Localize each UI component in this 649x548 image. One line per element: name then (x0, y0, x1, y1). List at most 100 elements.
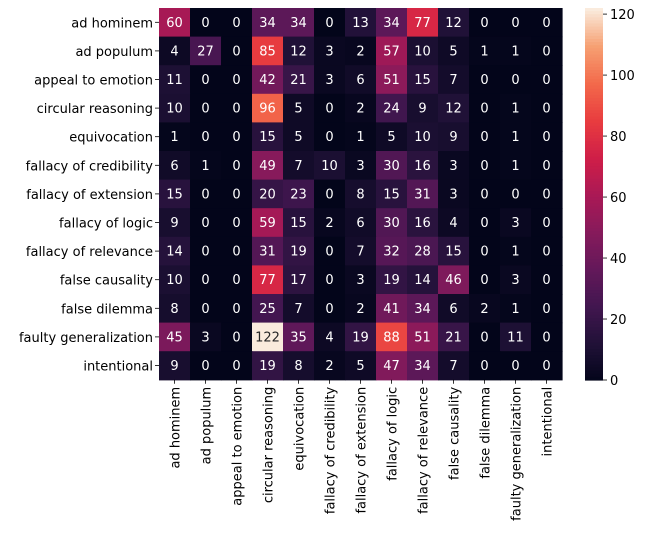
cell-value-label: 0 (232, 245, 240, 260)
heatmap-cell (407, 93, 439, 123)
colorbar-segment (585, 268, 603, 273)
cell-value-label: 57 (383, 44, 400, 59)
y-tick-label: fallacy of credibility (26, 159, 154, 174)
cell-value-label: 0 (480, 187, 488, 202)
colorbar-segment (585, 63, 603, 68)
cell-value-label: 0 (201, 16, 209, 31)
cell-value-label: 7 (294, 302, 302, 317)
heatmap-cell (345, 36, 377, 66)
x-tick-label: circular reasoning (262, 387, 277, 503)
heatmap-cell (314, 322, 346, 352)
cell-value-label: 21 (445, 330, 462, 345)
heatmap-cell (283, 122, 315, 152)
cell-value-label: 88 (383, 330, 400, 345)
heatmap-cell (469, 151, 501, 181)
heatmap-cell (438, 236, 470, 266)
colorbar-tick-label: 100 (610, 69, 635, 84)
colorbar-segment (585, 237, 603, 242)
heatmap-cell (252, 65, 284, 95)
heatmap-cell (531, 151, 563, 181)
cell-value-label: 96 (259, 102, 276, 117)
heatmap-cell (531, 8, 563, 38)
heatmap-cell (283, 65, 315, 95)
cell-value-label: 35 (290, 330, 307, 345)
colorbar-segment (585, 190, 603, 195)
cell-value-label: 0 (542, 159, 550, 174)
heatmap-cell (531, 179, 563, 209)
heatmap-cell (283, 8, 315, 38)
colorbar-segment (585, 51, 603, 56)
heatmap-cell (283, 179, 315, 209)
heatmap-cell (190, 93, 222, 123)
x-tick-label: ad populum (200, 387, 215, 465)
cell-value-label: 0 (201, 130, 209, 145)
colorbar-segment (585, 42, 603, 46)
heatmap-cell (376, 65, 408, 95)
colorbar-segment (585, 35, 603, 40)
heatmap-cell (252, 151, 284, 181)
cell-value-label: 5 (356, 359, 364, 374)
cell-value-label: 2 (480, 302, 488, 317)
heatmap-cell (469, 322, 501, 352)
cell-value-label: 2 (325, 359, 333, 374)
heatmap-cell (252, 236, 284, 266)
heatmap-cell (438, 351, 470, 381)
cell-value-label: 3 (449, 159, 457, 174)
heatmap-cell (252, 208, 284, 238)
colorbar-segment (585, 60, 603, 65)
colorbar-segment (585, 11, 603, 15)
colorbar-segment (585, 345, 603, 350)
heatmap-cell (345, 122, 377, 152)
cell-value-label: 0 (201, 273, 209, 288)
cell-value-label: 5 (387, 130, 395, 145)
heatmap-cell (283, 151, 315, 181)
colorbar-segment (585, 26, 603, 31)
heatmap-cell (469, 236, 501, 266)
cell-value-label: 1 (511, 245, 519, 260)
colorbar-segment (585, 101, 603, 105)
heatmap-cell (314, 151, 346, 181)
heatmap-cell (345, 208, 377, 238)
cell-value-label: 0 (232, 16, 240, 31)
y-axis-tick-labels: ad hominem ad populum appeal to emotion cir… (19, 16, 159, 375)
colorbar-segment (585, 277, 603, 282)
heatmap-cell (469, 93, 501, 123)
heatmap-cell (345, 65, 377, 95)
heatmap-cell (438, 151, 470, 181)
cell-value-label: 0 (201, 187, 209, 202)
heatmap-cell (407, 122, 439, 152)
heatmap-cell (376, 294, 408, 324)
heatmap-cell (283, 294, 315, 324)
heatmap-cell (283, 93, 315, 123)
heatmap-cell (407, 36, 439, 66)
heatmap-cell (190, 8, 222, 38)
colorbar-segment (585, 113, 603, 118)
colorbar-segment (585, 91, 603, 96)
colorbar-tick-label: 40 (610, 252, 627, 267)
cell-value-label: 0 (480, 130, 488, 145)
x-tick-label: ad hominem (169, 387, 184, 469)
colorbar-tick-label: 60 (610, 191, 627, 206)
heatmap-cell (345, 93, 377, 123)
cell-value-label: 0 (201, 102, 209, 117)
cell-value-label: 27 (197, 44, 214, 59)
colorbar-segment (585, 311, 603, 316)
colorbar-segment (585, 342, 603, 347)
cell-value-label: 0 (542, 216, 550, 231)
colorbar-segment (585, 215, 603, 220)
heatmap-cell (221, 8, 253, 38)
heatmap-cell (500, 322, 532, 352)
colorbar-segment (585, 327, 603, 331)
colorbar-segment (585, 318, 603, 322)
heatmap-cell (469, 208, 501, 238)
cell-value-label: 41 (383, 302, 400, 317)
colorbar-segment (585, 361, 603, 366)
heatmap-cell (314, 65, 346, 95)
heatmap-cell (159, 265, 191, 295)
cell-value-label: 47 (383, 359, 400, 374)
cell-value-label: 3 (511, 273, 519, 288)
cell-value-label: 19 (383, 273, 400, 288)
cell-value-label: 10 (166, 273, 183, 288)
heatmap-cell (314, 265, 346, 295)
